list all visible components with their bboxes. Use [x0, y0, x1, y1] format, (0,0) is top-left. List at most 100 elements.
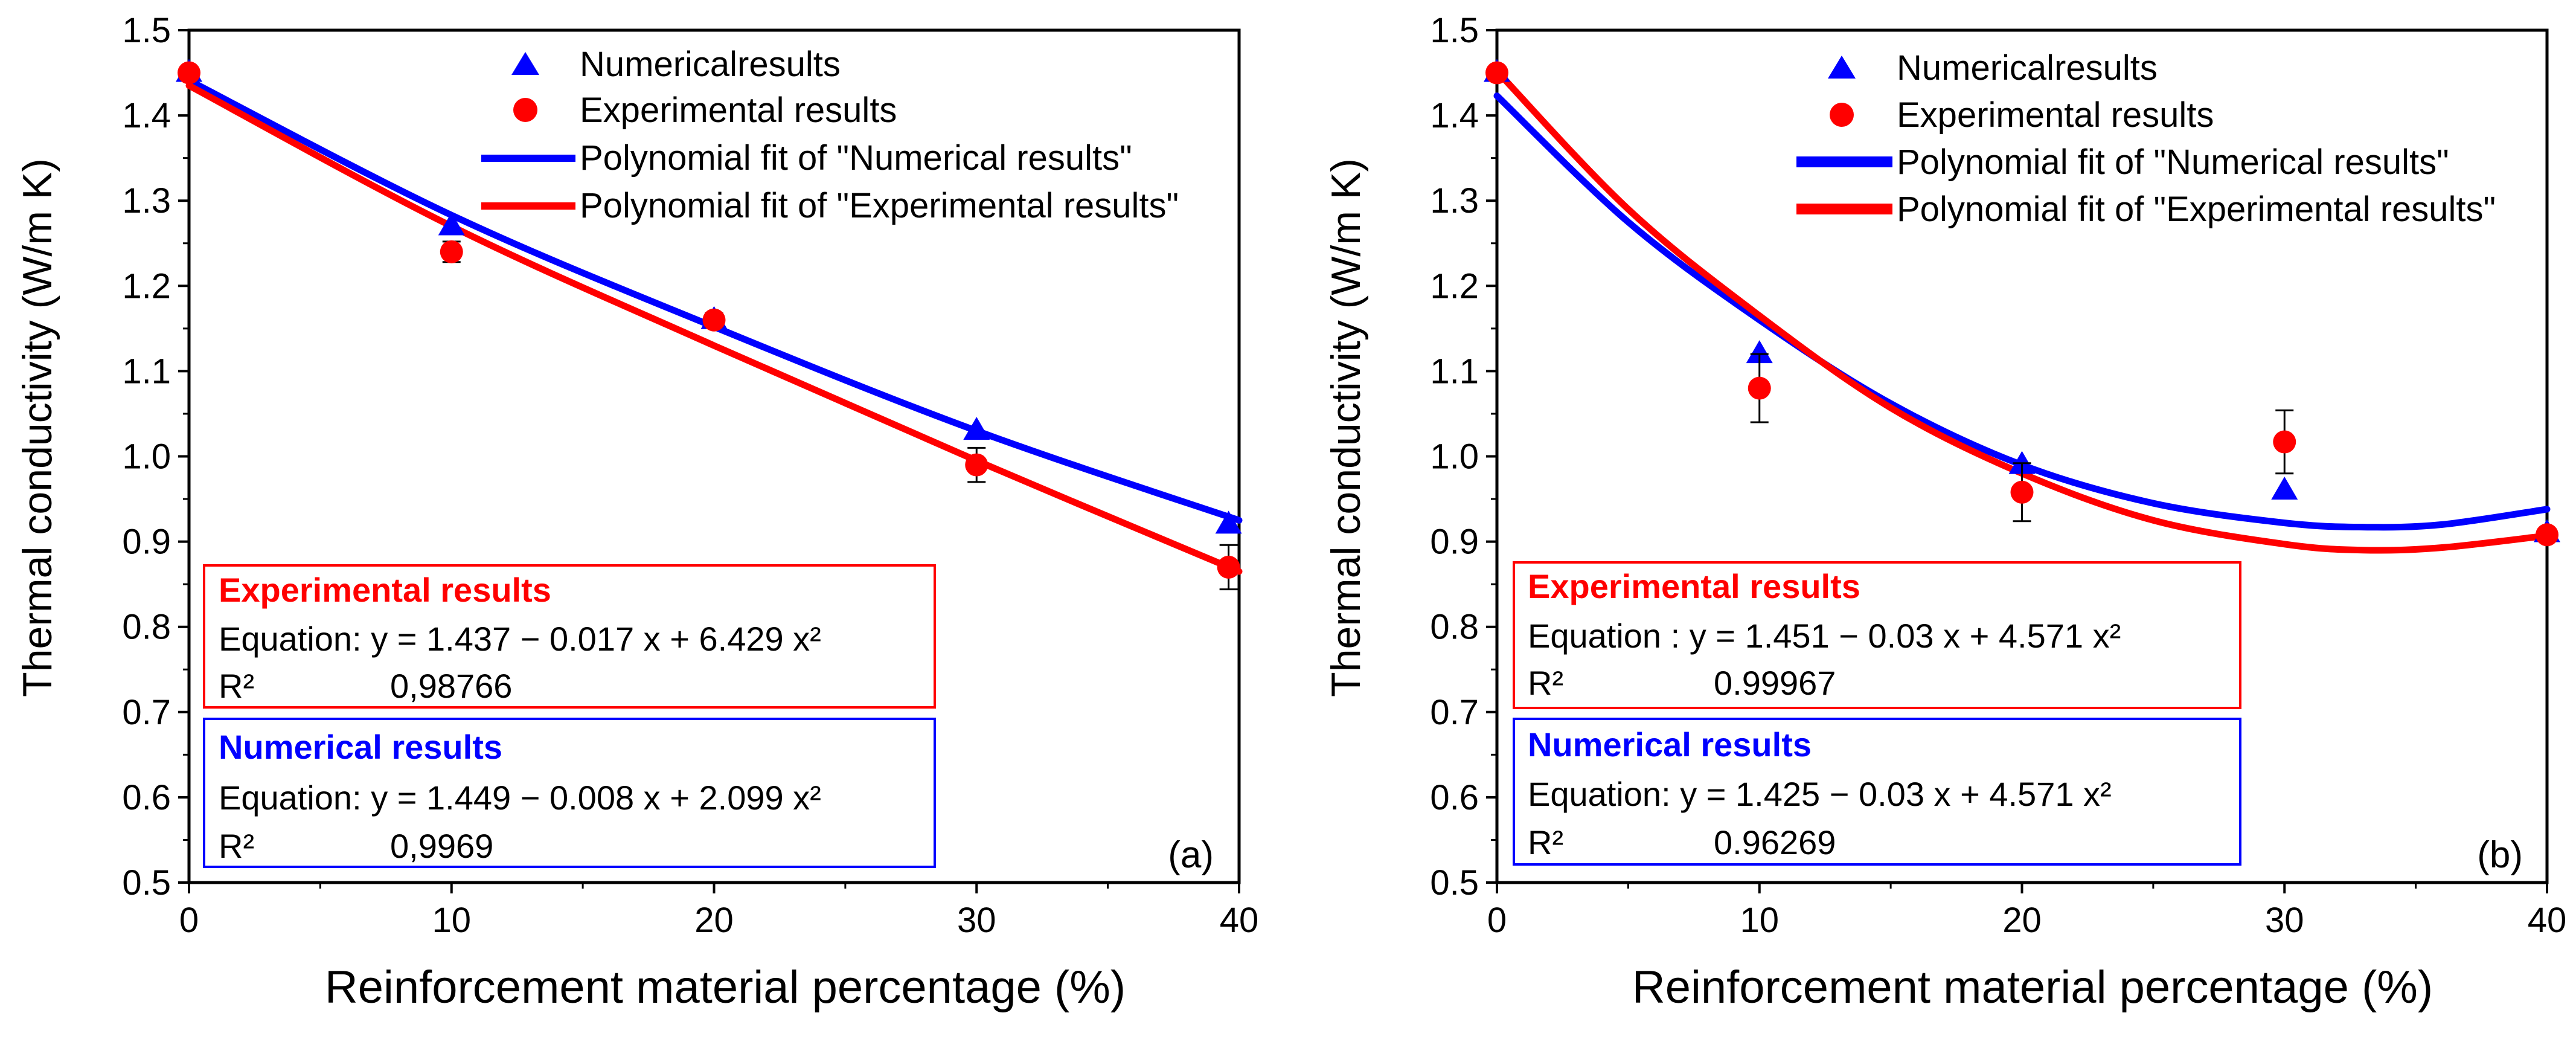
panel-a-experimental-point — [178, 61, 200, 85]
panel-b-experimental-box-title: Experimental results — [1528, 567, 1860, 605]
panel-b-experimental-point — [2010, 480, 2034, 504]
panel-b-legend-fit-experimental: Polynomial fit of "Experimental results" — [1897, 190, 2496, 229]
panel-a-ytick-label: 1.3 — [122, 181, 171, 220]
panel-a-ylabel: Thermal conductivity (W/m K) — [14, 158, 60, 697]
panel-b-legend-triangle-icon — [1828, 56, 1856, 79]
panel-b-numerical-equation: Equation: y = 1.425 − 0.03 x + 4.571 x² — [1528, 775, 2112, 813]
panel-b-numerical-r2-label: R² — [1528, 823, 1563, 861]
panel-a-experimental-point — [440, 240, 463, 263]
panel-b-legend: Numericalresults Experimental results Po… — [1796, 48, 2496, 229]
panel-b-ytick-label: 1.2 — [1430, 266, 1479, 306]
panel-b-legend-circle-icon — [1830, 103, 1854, 127]
panel-a-experimental-point — [965, 453, 988, 477]
panel-b-ytick-label: 1.5 — [1430, 11, 1479, 50]
panel-a-ytick-label: 1.1 — [122, 352, 171, 391]
panel-a-numerical-box: Numerical results Equation: y = 1.449 − … — [203, 718, 936, 868]
panel-a-fit-experimental-line — [185, 82, 1243, 575]
panel-b-fit-experimental-line — [1493, 68, 2551, 554]
panel-a-ytick-label: 0.8 — [122, 608, 171, 647]
panel-a-legend-experimental: Experimental results — [580, 91, 897, 130]
panel-a-experimental-point — [1217, 555, 1240, 579]
panel-a-numerical-point — [438, 212, 465, 236]
panel-b-experimental-equation: Equation : y = 1.451 − 0.03 x + 4.571 x² — [1528, 617, 2121, 655]
panel-b-xtick-label: 0 — [1487, 901, 1507, 940]
panel-b-legend-experimental: Experimental results — [1897, 95, 2214, 135]
panel-b-xtick-label: 20 — [2002, 901, 2042, 940]
panel-b-experimental-box-frame — [1513, 561, 2241, 709]
panel-b-xlabel: Reinforcement material percentage (%) — [1632, 962, 2433, 1013]
panel-b-numerical-r2-value: 0.96269 — [1714, 823, 1836, 861]
panel-a-ytick-label: 1.0 — [122, 437, 171, 477]
panel-b-ytick-label: 0.7 — [1430, 693, 1479, 732]
panel-b: Thermal conductivity (W/m K) Reinforceme… — [1323, 11, 2566, 1013]
panel-b-experimental-r2-value: 0.99967 — [1714, 664, 1836, 702]
panel-a-experimental-r2-value: 0,98766 — [390, 667, 512, 705]
panel-a-experimental-r2-label: R² — [219, 667, 254, 705]
panel-a-experimental-equation: Equation: y = 1.437 − 0.017 x + 6.429 x² — [219, 620, 821, 658]
panel-b-ytick-label: 0.8 — [1430, 608, 1479, 647]
panel-a-ytick-label: 0.6 — [122, 778, 171, 817]
panel-a-ytick-label: 0.5 — [122, 863, 171, 902]
panel-b-ylabel: Thermal conductivity (W/m K) — [1323, 158, 1369, 697]
panel-b-ytick-label: 0.5 — [1430, 863, 1479, 902]
panel-a-legend-triangle-icon — [511, 52, 539, 75]
panel-a-ytick-label: 1.5 — [122, 11, 171, 50]
panel-b-numerical-point — [2271, 476, 2298, 500]
panel-a: Thermal conductivity (W/m K) Reinforceme… — [14, 11, 1258, 1013]
panel-a-xtick-label: 40 — [1220, 901, 1259, 940]
panel-b-ytick-label: 0.9 — [1430, 523, 1479, 562]
panel-b-experimental-r2-label: R² — [1528, 664, 1563, 702]
panel-b-data-markers — [1484, 59, 2560, 547]
panel-b-xtick-label: 40 — [2528, 901, 2567, 940]
panel-b-ytick-label: 0.6 — [1430, 778, 1479, 817]
panel-a-ytick-label: 0.7 — [122, 693, 171, 732]
panel-a-ytick-label: 1.4 — [122, 96, 171, 135]
panel-a-numerical-box-frame — [203, 718, 936, 868]
panel-a-axes: 0.5 0.6 0.7 0.8 0.9 1.0 1.1 1.2 1.3 1.4 1.5 0 10 20 30… — [122, 11, 1258, 940]
panel-a-ytick-label: 1.2 — [122, 266, 171, 306]
panel-b-label: (b) — [2477, 834, 2523, 876]
panel-b-numerical-box-title: Numerical results — [1528, 725, 1812, 764]
panel-b-experimental-point — [1748, 376, 1771, 400]
panel-a-experimental-box: Experimental results Equation: y = 1.437… — [203, 564, 936, 709]
panel-a-legend-circle-icon — [513, 98, 537, 122]
panel-a-numerical-box-title: Numerical results — [219, 728, 502, 766]
panel-b-experimental-point — [2273, 430, 2296, 454]
panel-a-experimental-box-frame — [203, 564, 936, 709]
panel-a-xtick-label: 20 — [694, 901, 734, 940]
panel-b-experimental-point — [1485, 61, 1508, 85]
panel-b-numerical-box: Numerical results Equation: y = 1.425 − … — [1513, 718, 2241, 866]
panel-a-xtick-label: 10 — [432, 901, 471, 940]
panel-b-legend-fit-numerical: Polynomial fit of "Numerical results" — [1897, 143, 2449, 182]
panel-b-numerical-point — [1746, 340, 1773, 364]
panel-b-ytick-label: 1.1 — [1430, 352, 1479, 391]
panel-a-experimental-point — [702, 308, 726, 332]
panel-a-xtick-label: 0 — [179, 901, 199, 940]
panel-b-numerical-box-frame — [1513, 718, 2241, 866]
panel-a-xlabel: Reinforcement material percentage (%) — [325, 962, 1126, 1013]
panel-b-ytick-label: 1.4 — [1430, 96, 1479, 135]
panel-a-legend-numerical: Numericalresults — [580, 45, 841, 84]
panel-a-legend-fit-experimental: Polynomial fit of "Experimental results" — [580, 186, 1179, 225]
panel-a-label: (a) — [1168, 834, 1214, 876]
panel-b-legend-numerical: Numericalresults — [1897, 48, 2158, 88]
panel-b-xtick-label: 30 — [2265, 901, 2304, 940]
panel-a-experimental-box-title: Experimental results — [219, 571, 551, 609]
panel-a-numerical-equation: Equation: y = 1.449 − 0.008 x + 2.099 x² — [219, 779, 821, 817]
panel-a-legend-fit-numerical: Polynomial fit of "Numerical results" — [580, 138, 1132, 178]
panel-b-axes: 0.5 0.6 0.7 0.8 0.9 1.0 1.1 1.2 1.3 1.4 1.5 0 10 20 30… — [1430, 11, 2566, 940]
panel-a-numerical-r2-label: R² — [219, 827, 254, 865]
panel-b-ytick-label: 1.0 — [1430, 437, 1479, 477]
panel-b-ytick-label: 1.3 — [1430, 181, 1479, 220]
panel-a-data-markers — [176, 59, 1242, 591]
panel-a-numerical-r2-value: 0,9969 — [390, 827, 493, 865]
panel-b-experimental-point — [2536, 523, 2558, 547]
panel-b-experimental-box: Experimental results Equation : y = 1.45… — [1513, 561, 2241, 709]
panel-a-legend: Numericalresults Experimental results Po… — [481, 45, 1179, 225]
panel-a-numerical-point — [963, 417, 990, 440]
panel-b-xtick-label: 10 — [1740, 901, 1779, 940]
panel-a-ytick-label: 0.9 — [122, 523, 171, 562]
panel-a-xtick-label: 30 — [957, 901, 996, 940]
panel-a-numerical-point — [1215, 510, 1242, 534]
